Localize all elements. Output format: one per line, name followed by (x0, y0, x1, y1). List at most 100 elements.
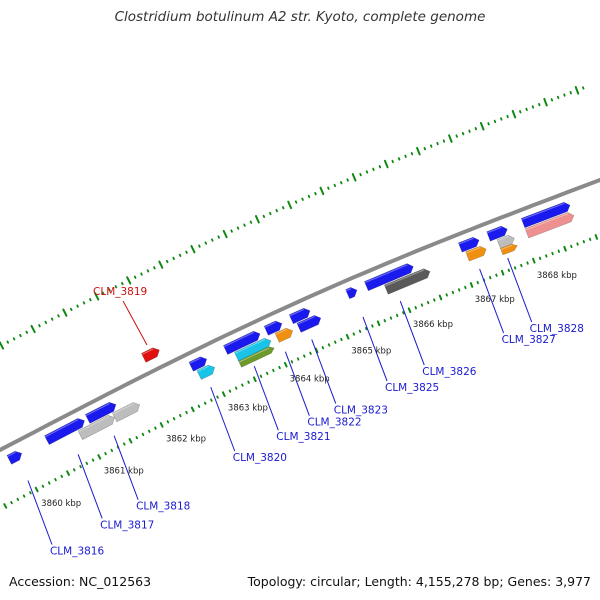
scale-tick (410, 152, 414, 156)
gene-arrow[interactable] (364, 263, 414, 292)
scale-tick (448, 134, 453, 143)
scale-tick (69, 307, 73, 311)
gene-arrow[interactable] (6, 450, 23, 465)
genome-summary: Topology: circular; Length: 4,155,278 bp… (247, 574, 591, 589)
scale-tick (545, 254, 548, 258)
gene-label[interactable]: CLM_3818 (136, 501, 190, 513)
scale-tick (204, 241, 208, 245)
scale-tick (576, 242, 579, 246)
gene-label[interactable]: CLM_3816 (50, 546, 105, 558)
scale-tick (314, 347, 319, 354)
gene-arrow[interactable] (465, 245, 487, 262)
scale-tick (16, 497, 20, 501)
gene-arrow[interactable] (111, 402, 141, 423)
scale-tick (222, 229, 228, 239)
scale-tick (532, 257, 536, 264)
gene-arrow-highlight (197, 365, 209, 373)
gene-arrow[interactable] (458, 236, 480, 253)
gene-arrow[interactable] (222, 330, 261, 355)
accession-label: Accession: NC_012563 (9, 574, 152, 589)
scale-tick (247, 380, 250, 384)
gene-arrow[interactable] (77, 414, 115, 441)
scale-tick (60, 474, 64, 479)
scale-tick (85, 461, 89, 465)
scale-tick (104, 452, 107, 456)
scale-tick (420, 303, 424, 307)
gene-arrow[interactable] (44, 418, 85, 446)
gene-label[interactable]: CLM_3817 (100, 519, 154, 531)
scale-tick (211, 238, 214, 242)
scale-tick (114, 285, 118, 289)
gene-arrow-highlight (525, 213, 569, 231)
gene-arrow[interactable] (238, 346, 275, 368)
scale-tick (41, 484, 45, 488)
gene-arrow-highlight (7, 451, 16, 458)
gene-features[interactable] (6, 201, 575, 465)
gene-arrow[interactable] (288, 307, 311, 325)
gene-arrow[interactable] (345, 287, 358, 300)
scale-tick (538, 102, 541, 107)
gene-arrow[interactable] (274, 327, 294, 343)
scale-tick (19, 333, 22, 338)
scale-tick (314, 192, 317, 196)
gene-label[interactable]: CLM_3826 (422, 366, 477, 378)
scale-tick (166, 420, 170, 424)
gene-arrow[interactable] (500, 243, 518, 256)
scale-tick (556, 95, 560, 100)
scale-tick (252, 376, 257, 383)
kbp-ruler-label: 3860 kbp (41, 499, 81, 509)
gene-arrow-highlight (384, 269, 425, 287)
scale-tick (495, 273, 498, 277)
scale-tick (543, 97, 548, 107)
scale-tick (234, 386, 238, 390)
gene-label[interactable]: CLM_3827 (502, 334, 556, 346)
gene-arrow-highlight (458, 237, 474, 245)
gene-arrow[interactable] (188, 356, 208, 372)
gene-arrow[interactable] (196, 364, 216, 380)
scale-tick (487, 122, 490, 126)
gene-arrow-highlight (189, 357, 201, 364)
gene-arrow[interactable] (233, 337, 272, 362)
gene-label[interactable]: CLM_3823 (334, 405, 388, 417)
gene-arrow[interactable] (496, 234, 515, 250)
scale-tick (272, 368, 275, 373)
scale-tick (383, 159, 389, 169)
gene-arrow[interactable] (140, 347, 160, 363)
scale-tick (493, 119, 497, 124)
gene-arrow-highlight (297, 315, 316, 325)
gene-arrow-highlight (486, 226, 502, 234)
gene-label[interactable]: CLM_3820 (233, 452, 287, 464)
gene-arrow[interactable] (296, 315, 322, 333)
gene-label-leader (27, 480, 53, 545)
scale-tick (221, 391, 226, 397)
gene-label[interactable]: CLM_3825 (385, 382, 439, 394)
scale-tick (128, 438, 133, 444)
scale-tick (108, 288, 111, 292)
gene-arrow[interactable] (84, 401, 117, 424)
scale-tick (34, 486, 39, 493)
scale-tick (230, 229, 233, 233)
gene-label[interactable]: CLM_3828 (530, 323, 584, 335)
scale-tick (451, 290, 455, 295)
scale-tick (101, 291, 105, 295)
gene-arrow[interactable] (524, 212, 575, 239)
gene-label[interactable]: CLM_3822 (307, 417, 361, 429)
gene-arrow[interactable] (520, 201, 571, 229)
scale-tick (372, 167, 375, 171)
scale-tick (520, 263, 523, 268)
scale-tick (526, 261, 529, 265)
gene-label[interactable]: CLM_3819 (93, 286, 147, 298)
scale-tick (429, 144, 433, 148)
gene-arrow-highlight (44, 418, 79, 438)
scale-tick (54, 478, 57, 482)
gene-label[interactable]: CLM_3821 (276, 431, 330, 443)
gene-arrow[interactable] (263, 320, 283, 336)
gene-arrow[interactable] (383, 268, 431, 295)
scale-tick (159, 422, 164, 428)
gene-arrow[interactable] (486, 225, 508, 242)
scale-tick (179, 413, 182, 418)
scale-tick (433, 298, 436, 302)
gene-labels[interactable]: CLM_3816 CLM_3817 CLM_3818 CLM_3819 CLM_3820… (27, 257, 584, 558)
